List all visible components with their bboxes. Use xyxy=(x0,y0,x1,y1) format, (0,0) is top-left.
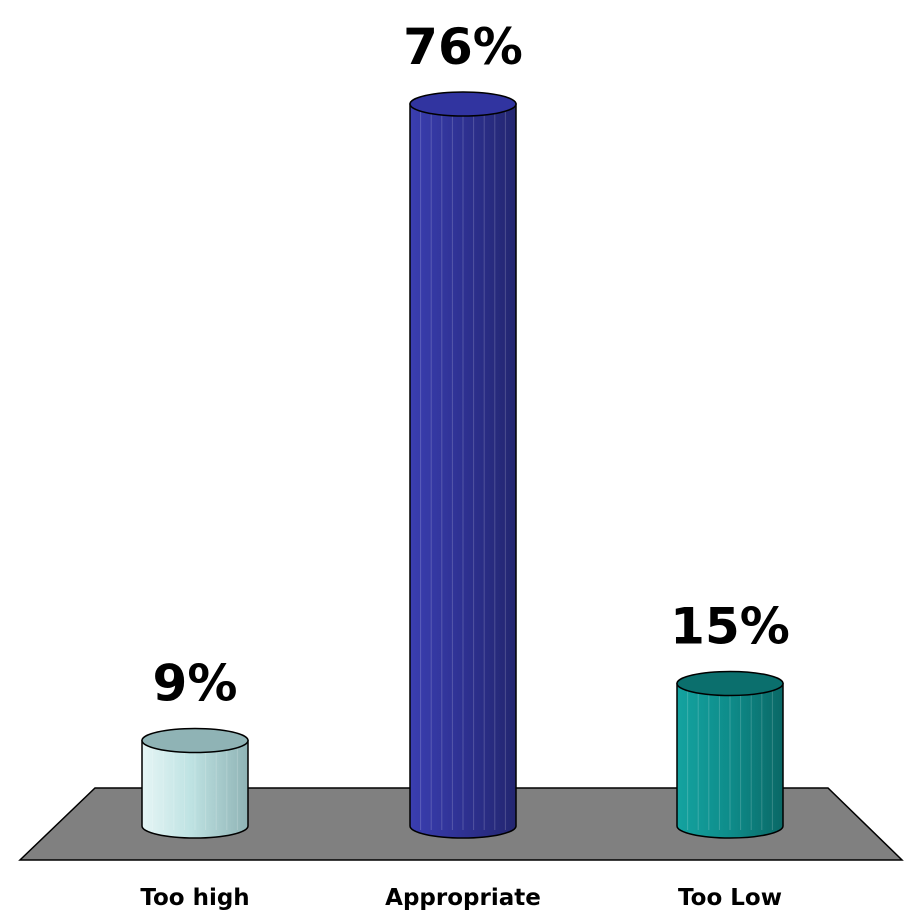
category-label: Too high xyxy=(140,885,249,911)
bars-group xyxy=(141,91,784,839)
value-labels-group: 9% 76% 15% xyxy=(153,18,790,713)
category-label: Appropriate xyxy=(385,885,541,911)
bar-body xyxy=(409,103,517,839)
value-label: 76% xyxy=(403,18,523,76)
value-label: 9% xyxy=(153,655,238,713)
bar-appropriate xyxy=(409,91,517,839)
value-label: 15% xyxy=(670,598,790,656)
bar-top xyxy=(141,727,249,754)
bar-top xyxy=(409,91,517,117)
bar-too-low xyxy=(676,670,784,839)
bar-top xyxy=(676,670,784,697)
bar-too-high xyxy=(141,727,249,839)
bar-body xyxy=(676,682,784,839)
category-label: Too Low xyxy=(678,885,782,911)
category-labels-group: Too high Appropriate Too Low xyxy=(140,885,782,911)
bar-body xyxy=(141,739,249,839)
